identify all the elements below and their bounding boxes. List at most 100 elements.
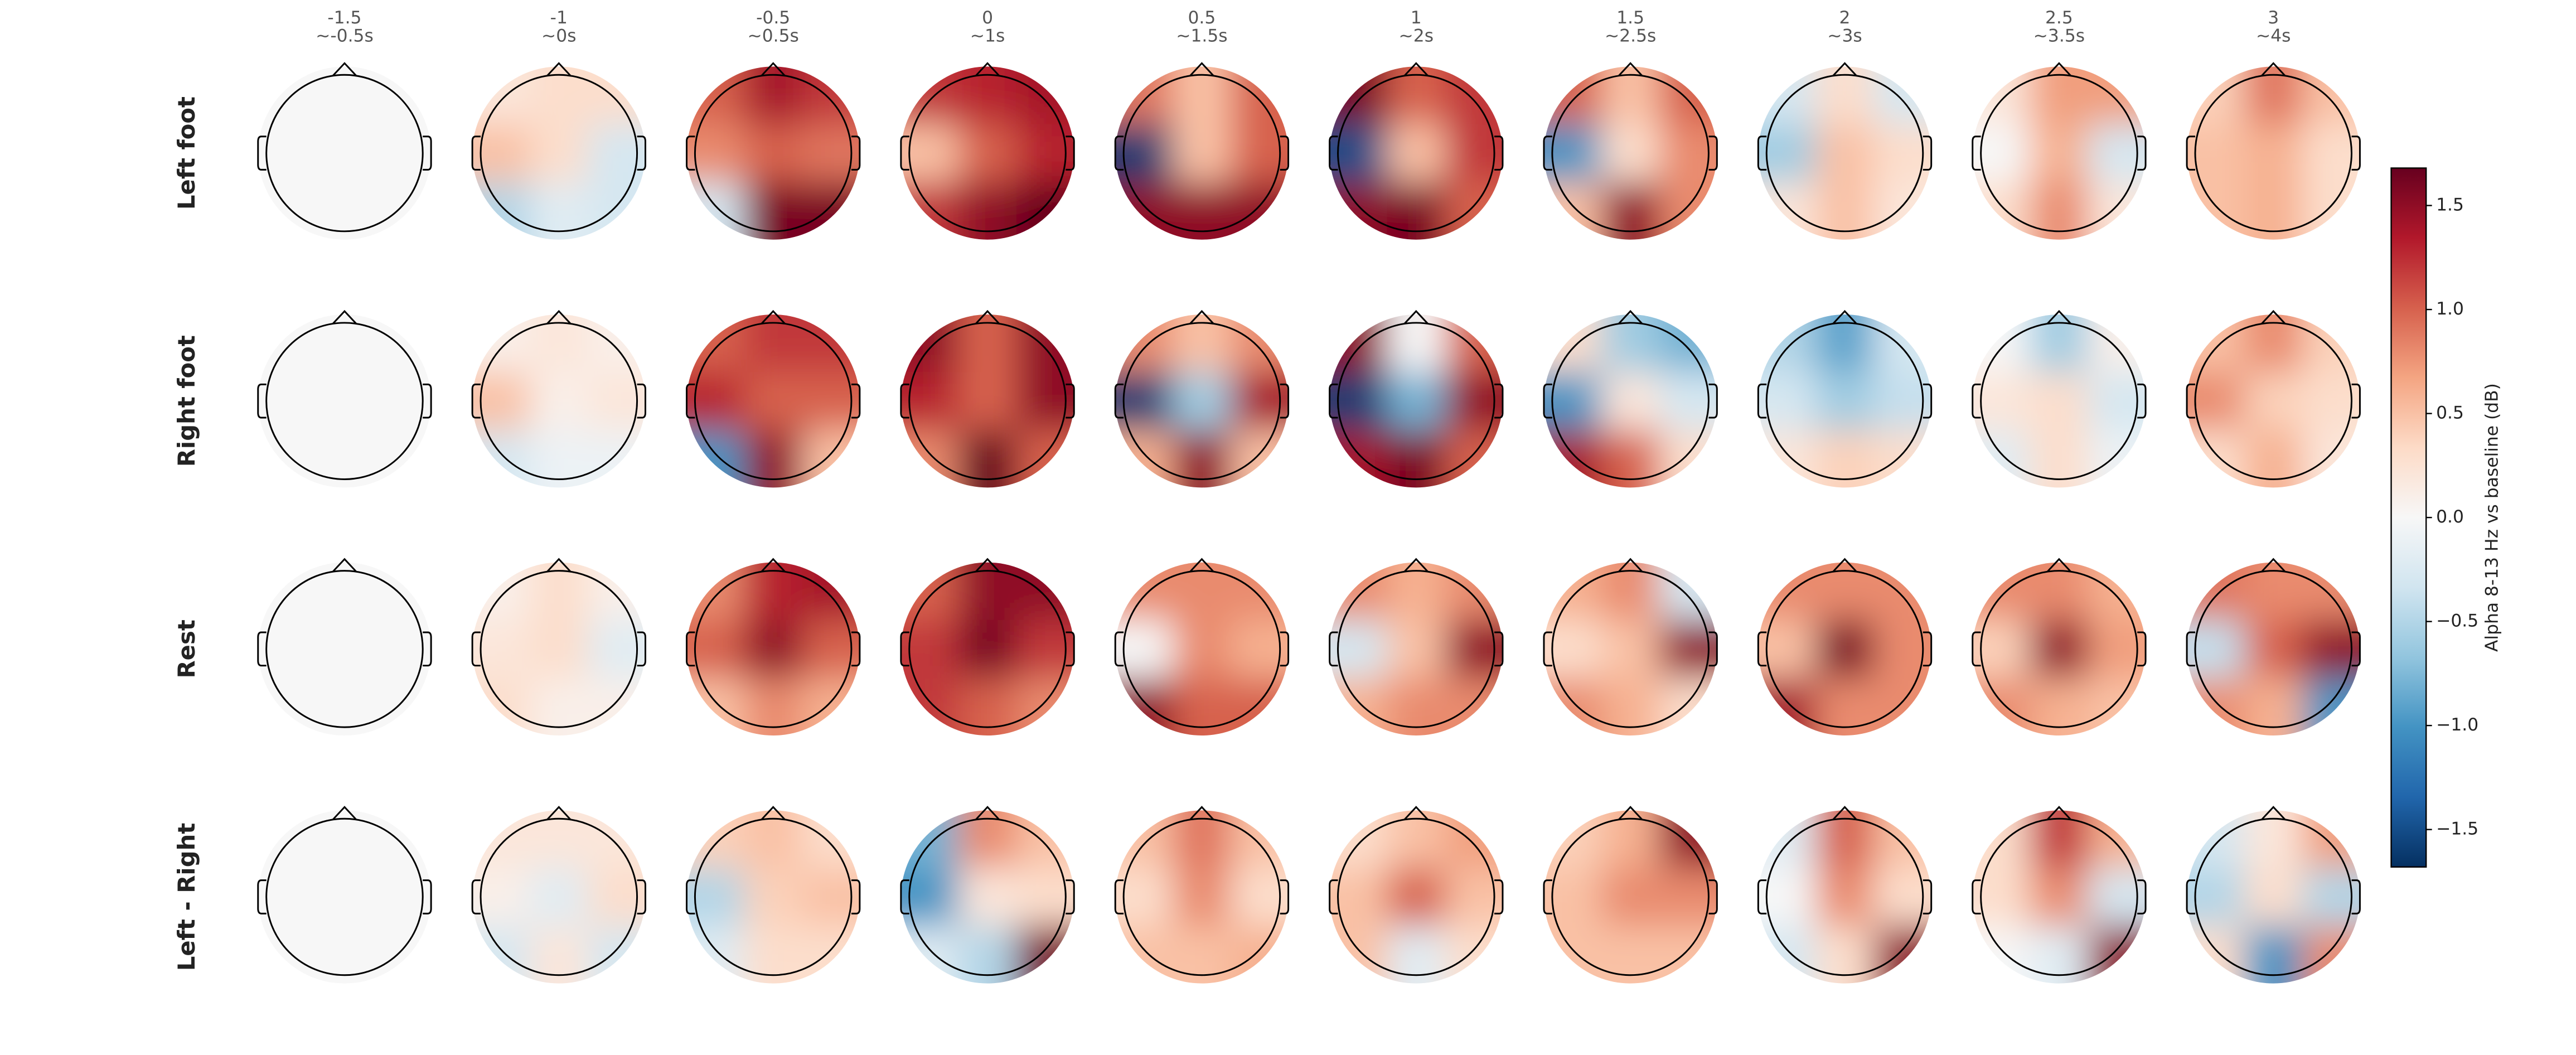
topomap-blur <box>1972 314 2146 488</box>
topomap <box>257 62 432 240</box>
topomap <box>1543 62 1718 240</box>
topomap-cell <box>1601 371 1660 430</box>
topomap-cell <box>1601 926 1660 984</box>
nose <box>761 309 786 325</box>
topomap-cell <box>315 66 374 124</box>
topomap-field <box>1972 562 2146 736</box>
topomap-cell <box>258 868 316 926</box>
topomap-cell <box>2244 620 2303 679</box>
topomap-field <box>1758 314 1931 488</box>
topomap-cell <box>1543 678 1601 736</box>
topomap <box>1543 806 1718 984</box>
nose <box>1189 62 1214 76</box>
topomap-cell <box>1659 371 1717 430</box>
topomap-cell <box>258 124 316 182</box>
topomap-cell <box>1543 371 1601 430</box>
topomap-cell <box>1873 124 1931 182</box>
topomap-cell <box>2088 66 2146 124</box>
topomap-cell <box>1815 868 1874 926</box>
nose <box>1189 558 1214 573</box>
topomap-cell <box>374 620 432 679</box>
colorbar-tick-label: 0.0 <box>2436 507 2464 527</box>
topomap-cell <box>2244 124 2303 182</box>
topomap-blur <box>900 562 1074 736</box>
head-outline <box>1765 322 1924 480</box>
topomap-blur <box>686 66 860 240</box>
column-label: ~0.5s <box>747 26 798 46</box>
topomap-cell <box>1329 678 1387 736</box>
topomap-cell <box>2187 678 2245 736</box>
topomap-cell <box>1329 430 1387 488</box>
topomap-cell <box>958 562 1017 620</box>
head-outline <box>1551 570 1710 728</box>
left-ear <box>471 879 481 914</box>
head-outline <box>2194 322 2353 480</box>
topomap-cell <box>900 66 958 124</box>
nose <box>975 62 1000 76</box>
topomap-blur <box>1543 810 1717 984</box>
topomap-blur <box>1329 810 1503 984</box>
topomap-cell <box>1173 810 1231 868</box>
topomap-cell <box>686 562 744 620</box>
topomap-cell <box>958 182 1017 240</box>
column-label: ~2s <box>1399 26 1434 46</box>
topomap-cell <box>1387 620 1446 679</box>
topomap-field <box>1115 314 1289 488</box>
right-ear <box>851 879 861 914</box>
topomap-cell <box>1016 810 1074 868</box>
nose <box>1189 309 1214 325</box>
topomap-cell <box>900 371 958 430</box>
left-ear <box>257 879 267 914</box>
topomap-cell <box>472 66 530 124</box>
head-outline <box>1122 817 1281 976</box>
topomap-blur <box>472 562 646 736</box>
right-ear <box>1708 383 1718 419</box>
topomap-cell <box>1815 66 1874 124</box>
topomap <box>900 309 1075 488</box>
right-ear <box>423 631 432 667</box>
topomap-cell <box>315 868 374 926</box>
topomap-cell <box>1387 810 1446 868</box>
column-label: ~2.5s <box>1605 26 1656 46</box>
head-outline <box>908 817 1067 976</box>
topomap-cell <box>2030 620 2089 679</box>
left-ear <box>257 631 267 667</box>
topomap-cell <box>374 430 432 488</box>
topomap-cell <box>2187 124 2245 182</box>
right-ear <box>1923 383 1933 419</box>
topomap-cell <box>1016 124 1074 182</box>
column-label: ~1s <box>970 26 1005 46</box>
topomap-cell <box>2030 430 2089 488</box>
topomap-blur <box>2187 314 2360 488</box>
left-ear <box>1114 135 1124 171</box>
topomap-cell <box>744 124 802 182</box>
topomap-cell <box>374 868 432 926</box>
topomap-cell <box>1972 182 2030 240</box>
topomap-cell <box>900 678 958 736</box>
topomap-cell <box>1758 430 1816 488</box>
topomap-cell <box>1173 66 1231 124</box>
head-outline <box>694 817 853 976</box>
topomap-field <box>1115 810 1289 984</box>
topomap-cell <box>1445 810 1503 868</box>
topomap-blur <box>1543 562 1717 736</box>
topomap-cell <box>1445 868 1503 926</box>
topomap-field <box>1543 314 1717 488</box>
right-ear <box>2351 383 2361 419</box>
head-outline <box>265 322 424 480</box>
nose <box>1403 806 1429 820</box>
head-outline <box>908 322 1067 480</box>
topomap-cell <box>374 926 432 984</box>
topomap-cell <box>258 926 316 984</box>
nose <box>2046 558 2071 573</box>
topomap-cell <box>1329 868 1387 926</box>
row-label: Left foot <box>173 96 200 210</box>
topomap-cell <box>530 124 588 182</box>
right-ear <box>1280 879 1290 914</box>
left-ear <box>1543 135 1552 171</box>
topomap-cell <box>2030 678 2089 736</box>
topomap-cell <box>900 810 958 868</box>
topomap-cell <box>686 124 744 182</box>
topomap-cell <box>1445 620 1503 679</box>
topomap-cell <box>1543 124 1601 182</box>
